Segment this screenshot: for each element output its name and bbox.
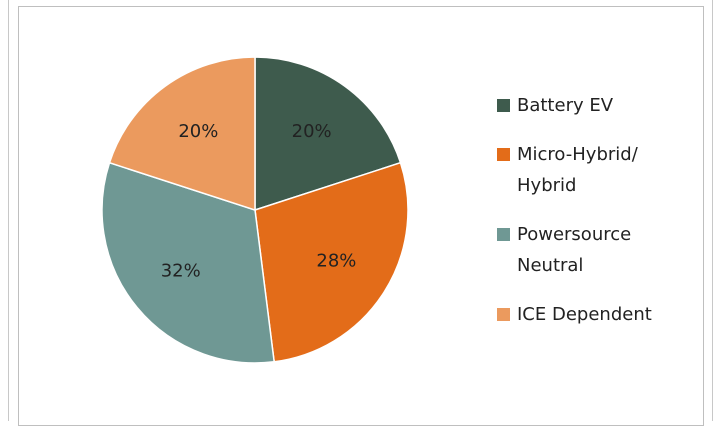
legend-label: Battery EV [517, 95, 614, 116]
legend-item: Powersource Neutral [497, 219, 667, 281]
legend-item: Battery EV [497, 90, 667, 121]
page-edge [8, 0, 9, 421]
data-label: 20% [292, 121, 332, 142]
pie-slice [254, 56, 402, 212]
pie-slice [108, 56, 256, 212]
legend-label: ICE Dependent [517, 304, 652, 325]
page-edge [712, 0, 713, 421]
data-label: 20% [178, 121, 218, 142]
legend-item: Micro-Hybrid/ Hybrid [497, 139, 667, 201]
legend-item: ICE Dependent [497, 299, 667, 330]
legend-label: Powersource Neutral [517, 224, 632, 276]
legend-swatch [497, 308, 510, 321]
legend-swatch [497, 148, 510, 161]
data-label: 32% [161, 260, 201, 281]
pie-slice [254, 161, 409, 363]
legend-swatch [497, 99, 510, 112]
legend-swatch [497, 228, 510, 241]
pie-slice [101, 161, 276, 364]
legend: Battery EV Micro-Hybrid/ Hybrid Powersourc… [497, 90, 667, 348]
legend-label: Micro-Hybrid/ Hybrid [517, 144, 638, 196]
data-label: 28% [316, 251, 356, 272]
